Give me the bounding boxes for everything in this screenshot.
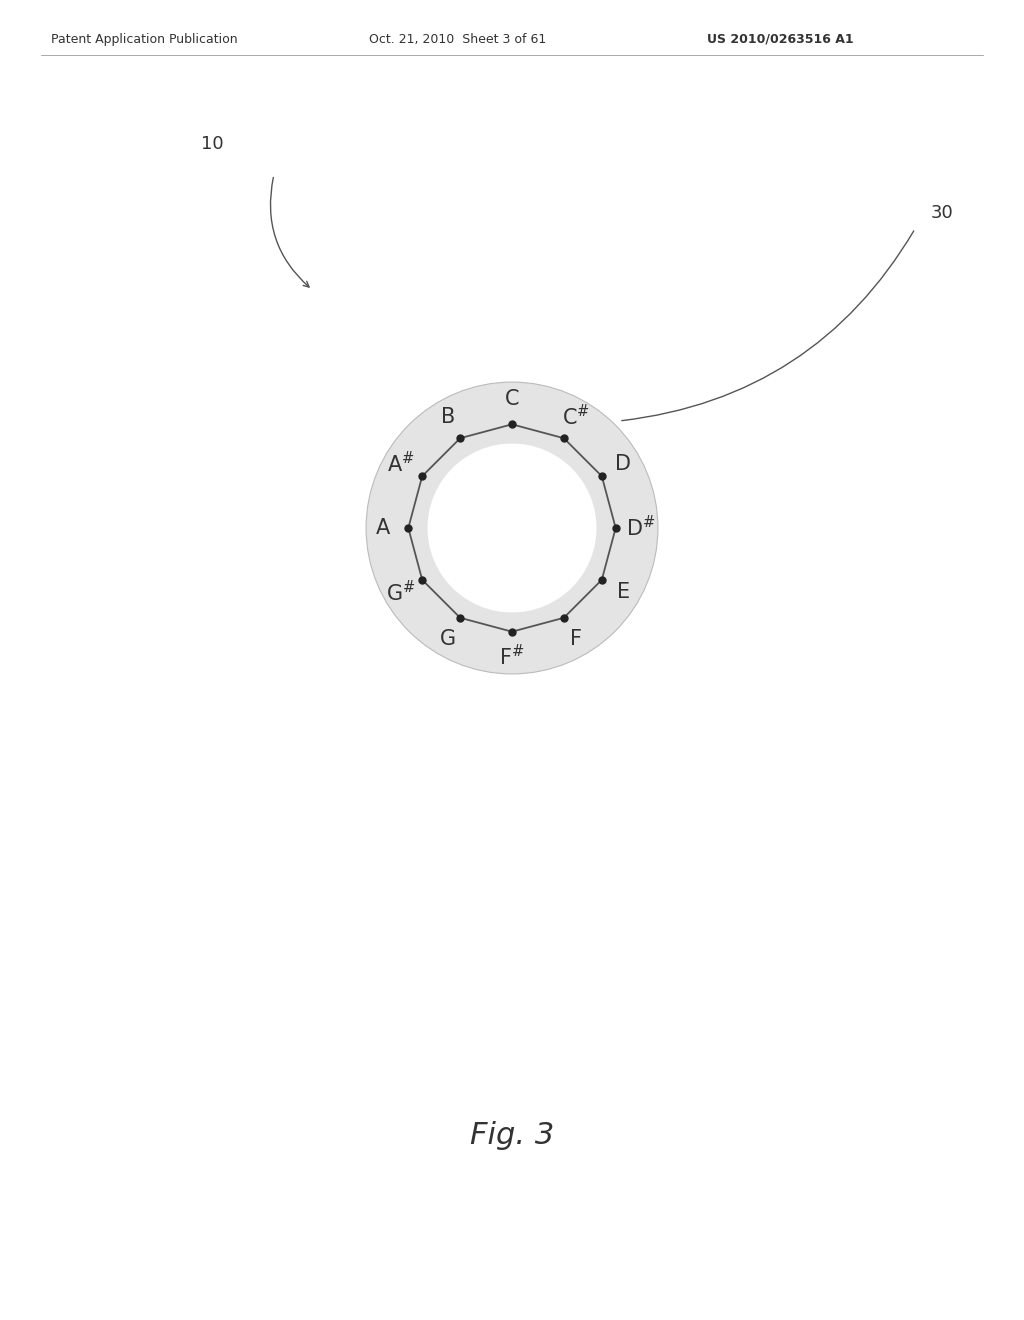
Text: G: G	[439, 630, 456, 649]
Text: D: D	[615, 454, 632, 474]
Text: C$^{\#}$: C$^{\#}$	[562, 404, 590, 429]
Text: US 2010/0263516 A1: US 2010/0263516 A1	[707, 33, 853, 46]
Text: E: E	[616, 582, 630, 602]
Text: Fig. 3: Fig. 3	[470, 1121, 554, 1150]
Circle shape	[366, 381, 658, 675]
Text: A$^{\#}$: A$^{\#}$	[387, 451, 415, 477]
Text: 10: 10	[201, 135, 224, 153]
Text: Oct. 21, 2010  Sheet 3 of 61: Oct. 21, 2010 Sheet 3 of 61	[369, 33, 546, 46]
Circle shape	[428, 444, 596, 612]
Text: F: F	[570, 630, 583, 649]
Text: 30: 30	[931, 205, 953, 222]
Text: A: A	[376, 517, 390, 539]
Text: C: C	[505, 389, 519, 409]
Text: D$^{\#}$: D$^{\#}$	[626, 515, 655, 541]
Text: B: B	[440, 407, 455, 426]
Text: F$^{\#}$: F$^{\#}$	[500, 644, 524, 669]
Text: G$^{\#}$: G$^{\#}$	[386, 579, 416, 605]
Text: Patent Application Publication: Patent Application Publication	[51, 33, 238, 46]
